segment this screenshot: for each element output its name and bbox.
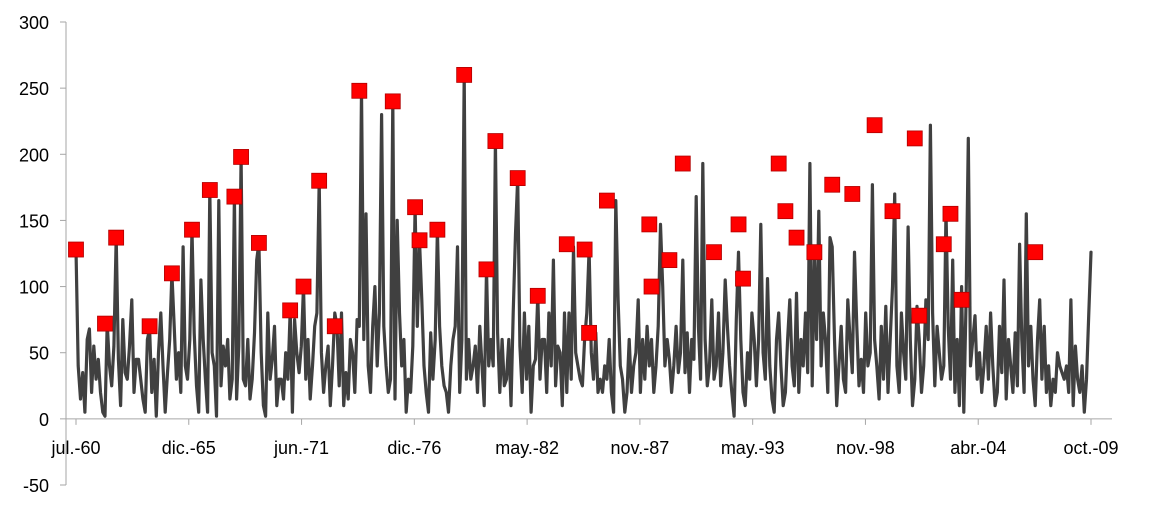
peak-marker — [295, 278, 312, 295]
peak-marker — [581, 324, 597, 341]
peak-marker — [164, 265, 180, 282]
peak-marker — [576, 241, 593, 258]
y-tick-label: 0 — [39, 410, 49, 430]
peak-marker — [643, 278, 660, 295]
peak-marker — [487, 133, 504, 149]
peak-marker — [141, 318, 158, 335]
peak-marker — [770, 155, 787, 172]
x-tick-label: abr.-04 — [950, 438, 1006, 458]
peak-marker — [661, 252, 678, 269]
peak-marker — [599, 192, 615, 209]
peak-marker — [911, 307, 928, 324]
peak-marker — [311, 172, 328, 189]
peak-marker — [478, 261, 495, 278]
series-line — [74, 73, 1093, 418]
peak-marker — [411, 232, 428, 249]
x-tick-label: nov.-98 — [836, 438, 895, 458]
peak-marker — [558, 236, 575, 253]
peak-markers-group — [68, 67, 1044, 341]
y-axis-tick-labels: -50 0 50 100 150 200 250 300 — [19, 13, 49, 496]
peak-marker — [824, 176, 841, 193]
peak-marker — [68, 241, 84, 258]
peak-marker — [529, 287, 546, 304]
peak-marker — [233, 149, 249, 165]
peak-marker — [674, 155, 691, 172]
peak-marker — [509, 170, 526, 186]
x-tick-label: jun.-71 — [273, 438, 329, 458]
peak-marker — [282, 302, 299, 319]
peak-marker — [788, 229, 805, 246]
peak-marker — [184, 221, 200, 238]
x-tick-label: dic.-76 — [387, 438, 441, 458]
x-tick-label: nov.-87 — [611, 438, 670, 458]
series-group — [74, 73, 1093, 418]
axes — [60, 21, 1112, 486]
peak-marker — [730, 216, 747, 233]
peak-marker — [953, 291, 970, 308]
x-tick-label: may.-82 — [495, 438, 559, 458]
peak-marker — [384, 93, 401, 110]
y-tick-label: 200 — [19, 145, 49, 165]
peak-marker — [201, 182, 218, 198]
y-tick-label: -50 — [23, 476, 49, 496]
peak-marker — [251, 235, 267, 251]
peak-marker — [108, 229, 125, 246]
peak-marker — [844, 186, 861, 202]
x-axis-tick-labels: jul.-60 dic.-65 jun.-71 dic.-76 may.-82 nov.-… — [50, 438, 1118, 458]
peak-marker — [806, 244, 823, 261]
peak-marker — [1027, 244, 1044, 261]
x-tick-label: oct.-09 — [1063, 438, 1118, 458]
y-tick-label: 300 — [19, 13, 49, 33]
peak-marker — [866, 117, 883, 134]
peak-marker — [226, 188, 243, 205]
peak-marker — [935, 236, 952, 253]
y-tick-label: 250 — [19, 79, 49, 99]
peak-marker — [429, 221, 446, 238]
peak-marker — [942, 205, 959, 222]
peak-marker — [326, 318, 343, 335]
peak-marker — [641, 216, 658, 233]
peak-marker — [351, 82, 368, 99]
y-tick-label: 150 — [19, 211, 49, 231]
peak-marker — [906, 130, 923, 147]
peak-marker — [735, 270, 751, 287]
x-tick-label: jul.-60 — [50, 438, 100, 458]
y-tick-label: 100 — [19, 278, 49, 298]
x-tick-label: dic.-65 — [162, 438, 216, 458]
y-tick-label: 50 — [29, 344, 49, 364]
peak-marker — [884, 203, 901, 220]
peak-marker — [456, 67, 473, 83]
x-tick-label: may.-93 — [721, 438, 785, 458]
peak-marker — [706, 244, 722, 261]
peak-marker — [97, 315, 113, 332]
peak-marker — [777, 203, 794, 220]
peak-marker — [407, 199, 423, 216]
